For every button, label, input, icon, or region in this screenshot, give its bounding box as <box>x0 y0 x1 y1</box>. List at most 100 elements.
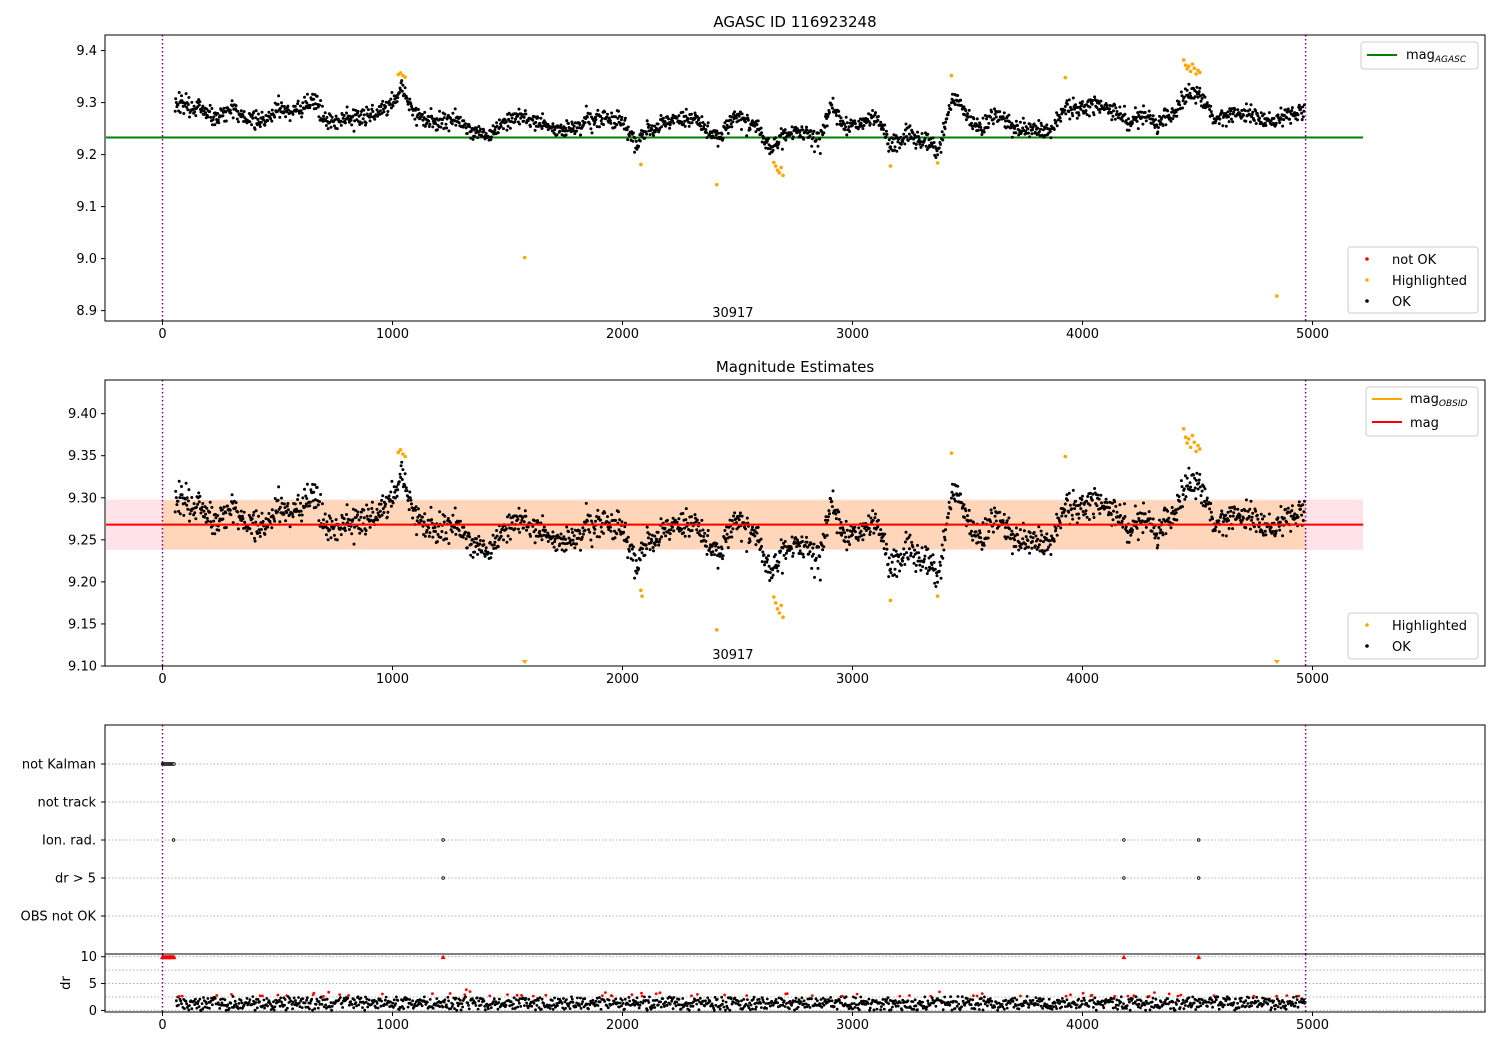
estimates-ok-point <box>1091 512 1095 516</box>
estimates-ok-point <box>887 556 891 560</box>
estimates-ok-point <box>633 553 637 557</box>
dr-point <box>224 1008 228 1012</box>
dr-point <box>449 1007 453 1010</box>
estimates-ok-point <box>620 520 624 524</box>
agasc-ok-point <box>1166 109 1170 113</box>
agasc-ok-point <box>487 135 490 139</box>
agasc-ok-point <box>1118 105 1122 109</box>
agasc-ok-point <box>1108 107 1111 111</box>
estimates-ok-point <box>1070 513 1074 517</box>
dr-point <box>697 1008 701 1012</box>
dr-point <box>442 1000 446 1004</box>
agasc-highlighted-point <box>398 71 403 75</box>
agasc-ok-point <box>668 123 672 127</box>
agasc-ok-point <box>255 123 259 127</box>
estimates-ok-point <box>1231 527 1235 531</box>
estimates-ok-point <box>579 548 582 552</box>
dr-point <box>526 1006 530 1010</box>
agasc-ok-point <box>942 133 946 137</box>
agasc-ok-point <box>1089 98 1092 102</box>
estimates-ok-point <box>848 543 852 546</box>
dr-high-point <box>520 994 523 997</box>
estimates-ok-point <box>1152 526 1156 530</box>
agasc-ok-point <box>1032 122 1036 126</box>
estimates-ok-point <box>1174 511 1178 515</box>
agasc-ok-point <box>516 114 520 118</box>
agasc-ok-point <box>725 123 729 127</box>
estimates-ok-point <box>1028 551 1032 555</box>
estimates-ok-point <box>856 538 860 542</box>
agasc-ok-point <box>943 127 947 131</box>
agasc-ok-point <box>198 100 202 104</box>
estimates-ok-point <box>1224 513 1228 517</box>
estimates-ok-point <box>894 549 898 553</box>
estimates-ok-point <box>872 531 876 535</box>
agasc-ok-point <box>844 125 848 129</box>
agasc-axes-frame <box>104 34 1486 322</box>
agasc-ok-point <box>876 118 880 122</box>
estimates-highlighted-point <box>1186 437 1191 441</box>
dr-point <box>438 1005 442 1008</box>
estimates-ok-point <box>487 551 490 555</box>
agasc-ok-point <box>913 133 917 137</box>
agasc-ok-point <box>561 129 565 133</box>
agasc-ok-point <box>204 111 208 115</box>
agasc-ok-point <box>313 102 317 106</box>
agasc-ok-point <box>652 133 655 137</box>
estimates-ok-point <box>396 488 400 492</box>
estimates-ok-point <box>427 526 431 530</box>
estimates-ok-point <box>681 512 685 515</box>
dr-point <box>330 1008 333 1012</box>
estimates-ok-point <box>266 525 270 529</box>
dr-point <box>384 995 388 999</box>
agasc-ok-point <box>262 118 266 122</box>
estimates-ok-point <box>308 500 312 504</box>
estimates-ok-point <box>1113 500 1117 504</box>
agasc-ok-point <box>1093 95 1097 99</box>
agasc-ok-point <box>376 114 380 118</box>
agasc-ok-point <box>1034 124 1038 128</box>
estimates-ok-point <box>982 543 986 547</box>
agasc-ok-point <box>1016 124 1019 127</box>
agasc-ok-point <box>335 127 339 131</box>
agasc-ok-point <box>638 139 642 143</box>
dr-point <box>447 999 450 1003</box>
estimates-ok-point <box>1099 493 1103 497</box>
estimates-ok-point <box>1136 512 1140 516</box>
estimates-ok-point <box>214 516 218 520</box>
agasc-ok-point <box>369 115 373 119</box>
estimates-ok-point <box>1048 539 1052 543</box>
agasc-ok-point <box>1135 116 1138 119</box>
dr-point <box>728 1008 732 1012</box>
estimates-ok-point <box>684 507 688 511</box>
estimates-ok-point <box>1100 501 1103 505</box>
estimates-ok-point <box>1147 510 1151 514</box>
agasc-ok-point <box>213 123 217 127</box>
estimates-ok-point <box>518 530 522 534</box>
estimates-ok-point <box>720 547 724 551</box>
estimates-ok-point <box>867 526 871 530</box>
dr-point <box>196 1002 200 1006</box>
dr-point <box>394 1002 397 1005</box>
estimates-ok-point <box>912 561 916 565</box>
dr-point <box>749 1003 753 1007</box>
agasc-ok-point <box>985 117 988 121</box>
dr-point <box>571 1000 575 1004</box>
estimates-ok-point <box>734 521 738 525</box>
agasc-ok-point <box>1297 103 1301 107</box>
agasc-ok-point <box>390 91 394 94</box>
estimates-ok-point <box>1049 553 1053 556</box>
estimates-ok-point <box>1211 517 1214 521</box>
agasc-ok-point <box>343 121 347 125</box>
agasc-ok-point <box>1071 114 1075 118</box>
estimates-ok-point <box>826 515 830 519</box>
flag-label-3: dr > 5 <box>55 872 96 887</box>
estimates-ok-point <box>816 566 820 570</box>
agasc-ok-point <box>186 103 190 106</box>
estimates-ok-point <box>464 530 467 534</box>
agasc-ok-point <box>391 104 395 108</box>
agasc-ok-point <box>208 103 212 107</box>
agasc-ok-point <box>1074 103 1078 107</box>
dr-point <box>346 996 350 1000</box>
dr-point <box>689 1004 693 1008</box>
